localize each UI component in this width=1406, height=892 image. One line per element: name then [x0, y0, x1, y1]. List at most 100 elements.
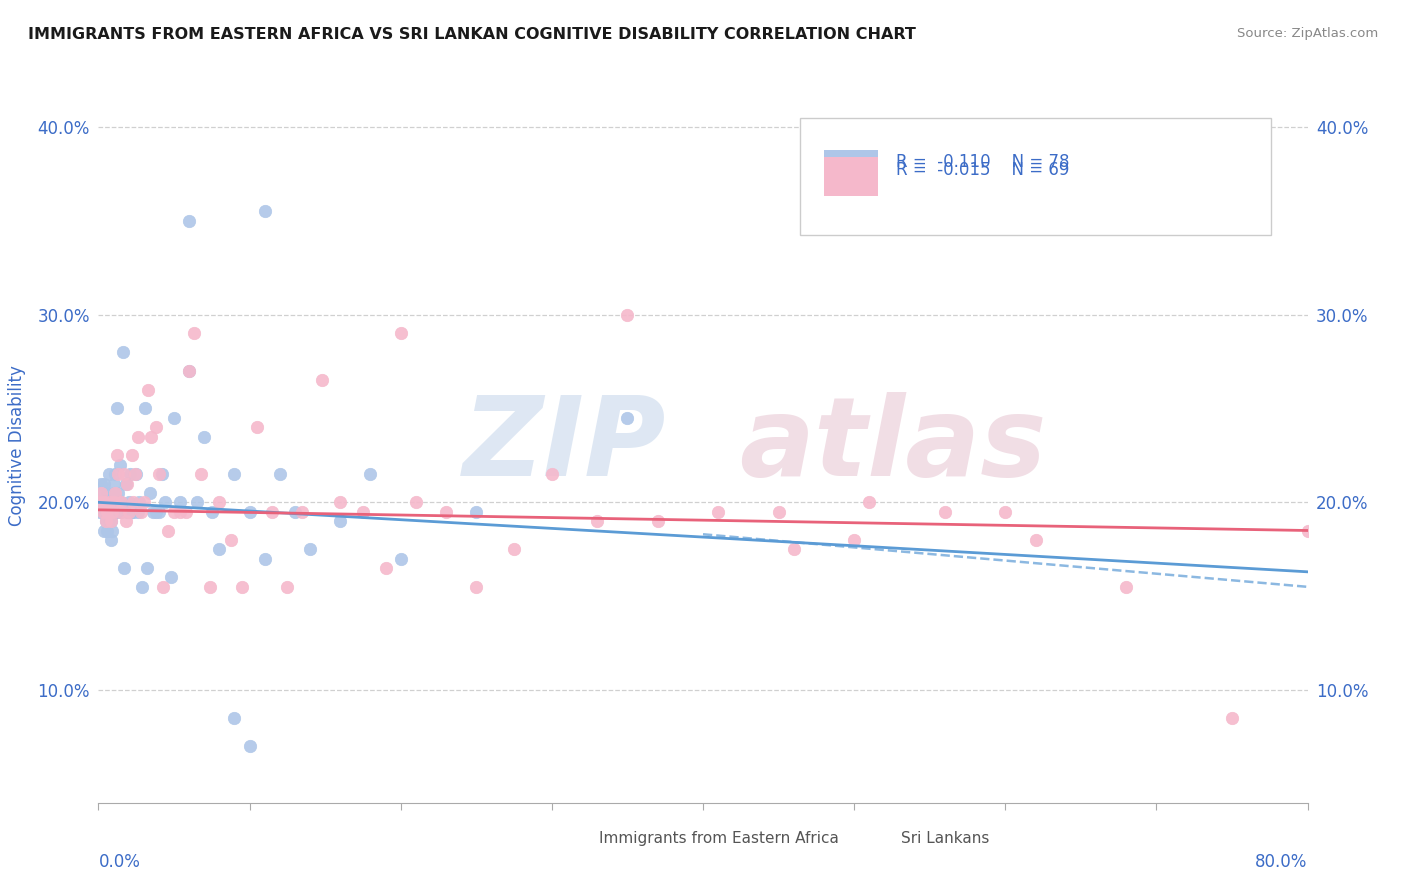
- Point: [110, 505, 132, 519]
- Point: [96, 505, 118, 519]
- Point: [224, 711, 246, 725]
- Text: R =  -0.110    N = 78: R = -0.110 N = 78: [897, 153, 1070, 171]
- Point: [169, 495, 191, 509]
- Point: [127, 429, 149, 443]
- Point: [858, 495, 880, 509]
- Point: [329, 495, 352, 509]
- Point: [115, 505, 138, 519]
- Point: [91, 505, 114, 519]
- Point: [114, 514, 136, 528]
- Point: [124, 467, 146, 482]
- Point: [276, 580, 298, 594]
- Point: [94, 514, 117, 528]
- Point: [112, 467, 135, 482]
- Point: [132, 495, 155, 509]
- Point: [93, 495, 115, 509]
- Point: [190, 467, 212, 482]
- Point: [231, 580, 253, 594]
- Point: [94, 495, 117, 509]
- Point: [96, 505, 118, 519]
- Text: atlas: atlas: [740, 392, 1046, 500]
- Point: [844, 533, 866, 547]
- Point: [93, 495, 115, 509]
- Point: [616, 410, 638, 425]
- Point: [179, 213, 201, 227]
- Point: [107, 486, 129, 500]
- Point: [101, 495, 124, 509]
- Point: [90, 495, 112, 509]
- Point: [104, 467, 127, 482]
- Point: [101, 505, 124, 519]
- Point: [122, 505, 145, 519]
- Point: [299, 542, 322, 557]
- Point: [434, 505, 457, 519]
- Point: [101, 524, 124, 538]
- Point: [1024, 533, 1046, 547]
- Point: [208, 542, 231, 557]
- Point: [94, 505, 117, 519]
- Point: [118, 505, 141, 519]
- Point: [89, 505, 111, 519]
- Point: [145, 420, 167, 434]
- Point: [93, 524, 115, 538]
- Point: [121, 505, 143, 519]
- Point: [465, 580, 488, 594]
- Point: [647, 514, 669, 528]
- Point: [128, 495, 150, 509]
- Point: [103, 476, 125, 491]
- Point: [200, 580, 222, 594]
- Point: [136, 383, 159, 397]
- Point: [96, 524, 118, 538]
- Point: [100, 495, 122, 509]
- Point: [98, 514, 121, 528]
- Text: 0.0%: 0.0%: [98, 853, 141, 871]
- Point: [269, 467, 291, 482]
- Point: [150, 467, 173, 482]
- Point: [152, 580, 174, 594]
- FancyBboxPatch shape: [800, 118, 1271, 235]
- Point: [131, 580, 153, 594]
- Point: [389, 551, 412, 566]
- Text: IMMIGRANTS FROM EASTERN AFRICA VS SRI LANKAN COGNITIVE DISABILITY CORRELATION CH: IMMIGRANTS FROM EASTERN AFRICA VS SRI LA…: [28, 27, 915, 42]
- Point: [100, 533, 122, 547]
- Text: Source: ZipAtlas.com: Source: ZipAtlas.com: [1237, 27, 1378, 40]
- Point: [179, 364, 201, 378]
- Point: [1296, 524, 1319, 538]
- Point: [1115, 580, 1137, 594]
- Point: [145, 505, 167, 519]
- Point: [112, 561, 135, 575]
- Point: [121, 449, 143, 463]
- FancyBboxPatch shape: [824, 150, 879, 189]
- Point: [208, 495, 231, 509]
- Point: [110, 495, 132, 509]
- Point: [329, 514, 352, 528]
- Point: [129, 505, 152, 519]
- Point: [262, 505, 284, 519]
- Point: [134, 401, 156, 416]
- Point: [246, 420, 269, 434]
- Point: [100, 514, 122, 528]
- Point: [586, 514, 609, 528]
- Point: [153, 495, 176, 509]
- Point: [253, 204, 276, 219]
- Point: [111, 345, 134, 359]
- Point: [783, 542, 806, 557]
- Point: [91, 505, 114, 519]
- Point: [105, 401, 128, 416]
- Point: [503, 542, 526, 557]
- Point: [98, 467, 121, 482]
- Point: [142, 505, 165, 519]
- Point: [360, 467, 382, 482]
- Point: [104, 486, 127, 500]
- Point: [135, 561, 157, 575]
- FancyBboxPatch shape: [558, 831, 585, 863]
- Point: [994, 505, 1017, 519]
- Point: [169, 505, 191, 519]
- Point: [179, 364, 201, 378]
- Point: [1220, 711, 1243, 725]
- Point: [183, 326, 205, 341]
- Point: [141, 429, 163, 443]
- Point: [291, 505, 314, 519]
- Point: [284, 505, 307, 519]
- Text: 80.0%: 80.0%: [1256, 853, 1308, 871]
